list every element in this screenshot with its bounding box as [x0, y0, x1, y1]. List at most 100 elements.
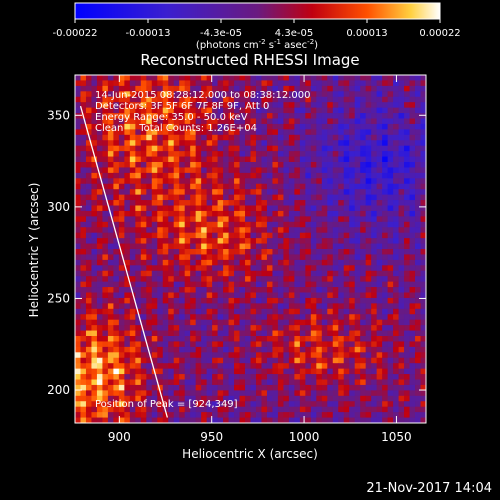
heatmap-pixel [349, 401, 356, 408]
heatmap-pixel [332, 292, 339, 299]
heatmap-pixel [283, 379, 290, 386]
heatmap-pixel [272, 189, 279, 196]
heatmap-pixel [157, 156, 164, 163]
heatmap-pixel [234, 287, 240, 293]
heatmap-pixel [277, 363, 284, 370]
heatmap-pixel [91, 319, 98, 326]
heatmap-pixel [217, 374, 224, 380]
heatmap-pixel [157, 341, 164, 348]
heatmap-pixel [404, 374, 410, 380]
heatmap-pixel [234, 80, 240, 87]
heatmap-pixel [415, 107, 421, 114]
heatmap-pixel [354, 336, 361, 342]
heatmap-pixel [195, 183, 202, 190]
heatmap-pixel [190, 194, 197, 201]
heatmap-pixel [272, 167, 279, 174]
heatmap-pixel [118, 379, 125, 386]
heatmap-pixel [179, 75, 186, 81]
heatmap-pixel [404, 216, 410, 223]
heatmap-pixel [239, 96, 246, 103]
heatmap-pixel [354, 363, 361, 370]
heatmap-pixel [398, 129, 405, 136]
heatmap-pixel [266, 200, 273, 206]
heatmap-pixel [168, 172, 175, 179]
heatmap-pixel [299, 417, 306, 423]
heatmap-pixel [316, 319, 323, 326]
heatmap-pixel [294, 346, 301, 353]
heatmap-pixel [146, 292, 153, 299]
heatmap-pixel [184, 243, 191, 250]
heatmap-pixel [201, 205, 208, 212]
heatmap-pixel [310, 91, 317, 98]
heatmap-pixel [277, 232, 284, 239]
heatmap-pixel [206, 113, 213, 119]
heatmap-pixel [354, 156, 361, 163]
heatmap-pixel [387, 363, 394, 370]
heatmap-pixel [277, 151, 284, 157]
heatmap-pixel [201, 216, 208, 223]
heatmap-pixel [91, 417, 98, 423]
heatmap-pixel [80, 205, 87, 212]
heatmap-pixel [168, 134, 175, 141]
heatmap-pixel [321, 189, 328, 196]
heatmap-pixel [228, 363, 235, 370]
heatmap-pixel [179, 352, 186, 359]
heatmap-pixel [310, 308, 317, 315]
heatmap-pixel [299, 189, 306, 196]
heatmap-pixel [129, 96, 136, 103]
heatmap-pixel [129, 200, 136, 206]
heatmap-pixel [299, 167, 306, 174]
heatmap-pixel [239, 183, 246, 190]
heatmap-pixel [195, 194, 202, 201]
heatmap-pixel [376, 194, 383, 201]
heatmap-pixel [272, 254, 279, 261]
heatmap-pixel [113, 167, 120, 174]
heatmap-pixel [206, 172, 213, 179]
heatmap-pixel [283, 254, 290, 261]
heatmap-pixel [376, 200, 383, 206]
heatmap-pixel [371, 270, 378, 277]
heatmap-pixel [376, 80, 383, 87]
heatmap-pixel [228, 210, 235, 217]
heatmap-pixel [387, 96, 394, 103]
heatmap-pixel [217, 390, 224, 397]
heatmap-pixel [376, 401, 383, 408]
heatmap-pixel [409, 401, 416, 408]
heatmap-pixel [124, 249, 131, 255]
heatmap-pixel [321, 357, 328, 364]
heatmap-pixel [310, 227, 317, 234]
heatmap-pixel [239, 118, 246, 125]
heatmap-pixel [173, 303, 180, 310]
heatmap-pixel [206, 346, 213, 353]
heatmap-pixel [338, 368, 345, 375]
heatmap-pixel [201, 232, 208, 239]
heatmap-pixel [387, 276, 394, 283]
heatmap-pixel [343, 412, 350, 418]
heatmap-pixel [195, 401, 202, 408]
heatmap-pixel [179, 113, 186, 119]
heatmap-pixel [135, 205, 142, 212]
heatmap-pixel [162, 80, 169, 87]
heatmap-pixel [420, 249, 426, 255]
heatmap-pixel [113, 249, 120, 255]
heatmap-pixel [321, 259, 328, 266]
heatmap-pixel [387, 395, 394, 402]
heatmap-pixel [102, 118, 109, 125]
heatmap-pixel [354, 129, 361, 136]
heatmap-pixel [195, 102, 202, 109]
heatmap-pixel [245, 129, 251, 136]
heatmap-pixel [382, 189, 389, 196]
heatmap-pixel [332, 75, 339, 81]
heatmap-pixel [223, 238, 229, 244]
heatmap-pixel [420, 259, 426, 266]
heatmap-pixel [415, 194, 421, 201]
heatmap-pixel [135, 238, 142, 244]
heatmap-pixel [91, 167, 98, 174]
heatmap-pixel [239, 238, 246, 244]
heatmap-pixel [261, 85, 268, 92]
heatmap-pixel [245, 200, 251, 206]
heatmap-pixel [80, 406, 87, 413]
heatmap-pixel [217, 346, 224, 353]
heatmap-pixel [332, 308, 339, 315]
heatmap-pixel [343, 357, 350, 364]
